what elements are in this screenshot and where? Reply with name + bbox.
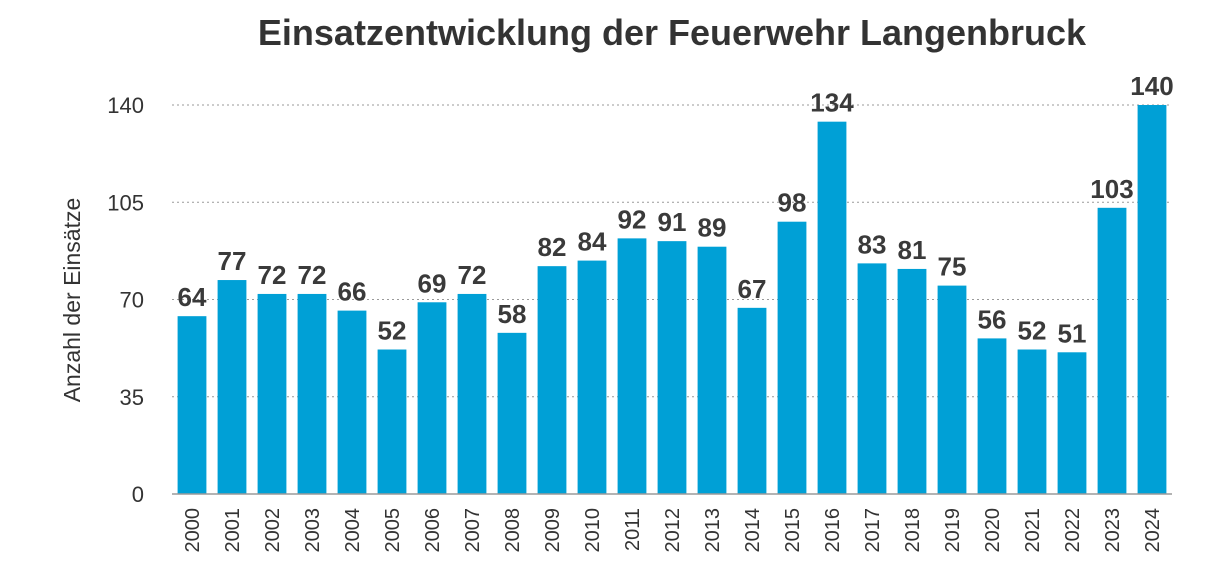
y-tick-label: 35	[120, 385, 144, 410]
data-label: 64	[178, 282, 207, 312]
data-label: 67	[738, 274, 767, 304]
data-label: 75	[938, 252, 967, 282]
x-tick-label: 2002	[262, 508, 284, 553]
x-tick-label: 2024	[1142, 508, 1164, 553]
bar	[777, 221, 807, 494]
bars	[177, 105, 1167, 495]
bar	[657, 241, 687, 494]
data-labels: 64 77 72 72 66 52 69 72 58 82 84 92 91 89 67 98 134 83 81 7…	[178, 71, 1174, 348]
data-label: 140	[1130, 71, 1173, 101]
x-tick-label: 2006	[422, 508, 444, 553]
data-label: 69	[418, 268, 447, 298]
data-label: 77	[218, 246, 247, 276]
y-tick-label: 0	[132, 482, 144, 507]
data-label: 103	[1090, 174, 1133, 204]
data-label: 89	[698, 213, 727, 243]
x-tick-label: 2012	[662, 508, 684, 553]
bar	[617, 238, 647, 494]
bar	[1097, 207, 1127, 495]
bar	[497, 332, 527, 494]
bar	[337, 310, 367, 494]
data-label: 84	[578, 227, 607, 257]
data-label: 72	[458, 260, 487, 290]
bar	[257, 293, 287, 494]
data-label: 72	[258, 260, 287, 290]
bar	[737, 307, 767, 494]
x-axis-ticks: 2000 2001 2002 2003 2004 2005 2006 2007 2008 2009…	[182, 508, 1164, 553]
bar	[177, 316, 207, 494]
data-label: 52	[378, 316, 407, 346]
bar	[697, 246, 727, 494]
bar	[377, 349, 407, 494]
x-tick-label: 2011	[622, 508, 644, 551]
x-tick-label: 2007	[462, 508, 484, 553]
data-label: 82	[538, 232, 567, 262]
bar	[217, 280, 247, 494]
data-label: 91	[658, 207, 687, 237]
bar	[937, 285, 967, 494]
x-tick-label: 2020	[982, 508, 1004, 553]
x-tick-label: 2010	[582, 508, 604, 553]
bar	[897, 268, 927, 494]
data-label: 56	[978, 304, 1007, 334]
x-tick-label: 2001	[222, 508, 244, 553]
x-tick-label: 2021	[1022, 508, 1044, 553]
bar	[1057, 352, 1087, 494]
bar	[857, 263, 887, 494]
x-tick-label: 2004	[342, 508, 364, 553]
y-axis-label: Anzahl der Einsätze	[59, 198, 85, 403]
data-label: 51	[1058, 318, 1087, 348]
data-label: 83	[858, 229, 887, 259]
data-label: 52	[1018, 316, 1047, 346]
bar	[817, 121, 847, 495]
x-tick-label: 2023	[1102, 508, 1124, 553]
bar	[457, 293, 487, 494]
x-tick-label: 2000	[182, 508, 204, 553]
data-label: 81	[898, 235, 927, 265]
x-tick-label: 2022	[1062, 508, 1084, 553]
bar	[977, 338, 1007, 494]
y-tick-label: 140	[107, 93, 144, 118]
data-label: 72	[298, 260, 327, 290]
x-tick-label: 2015	[782, 508, 804, 553]
y-tick-label: 70	[120, 288, 144, 313]
x-tick-label: 2013	[702, 508, 724, 553]
bar	[1017, 349, 1047, 494]
chart-title: Einsatzentwicklung der Feuerwehr Langenb…	[257, 12, 1087, 53]
x-tick-label: 2016	[822, 508, 844, 553]
data-label: 134	[810, 88, 854, 118]
x-tick-label: 2014	[742, 508, 764, 553]
x-tick-label: 2018	[902, 508, 924, 553]
bar	[577, 260, 607, 494]
data-label: 58	[498, 299, 527, 329]
y-tick-label: 105	[107, 190, 144, 215]
x-tick-label: 2008	[502, 508, 524, 553]
bar	[417, 302, 447, 494]
data-label: 66	[338, 277, 367, 307]
x-tick-label: 2009	[542, 508, 564, 553]
bar	[537, 266, 567, 494]
y-axis-ticks: 0 35 70 105 140	[107, 93, 144, 507]
x-tick-label: 2005	[382, 508, 404, 553]
data-label: 92	[618, 204, 647, 234]
x-tick-label: 2017	[862, 508, 884, 553]
x-tick-label: 2003	[302, 508, 324, 553]
data-label: 98	[778, 188, 807, 218]
bar	[297, 293, 327, 494]
x-tick-label: 2019	[942, 508, 964, 553]
bar	[1137, 105, 1167, 494]
